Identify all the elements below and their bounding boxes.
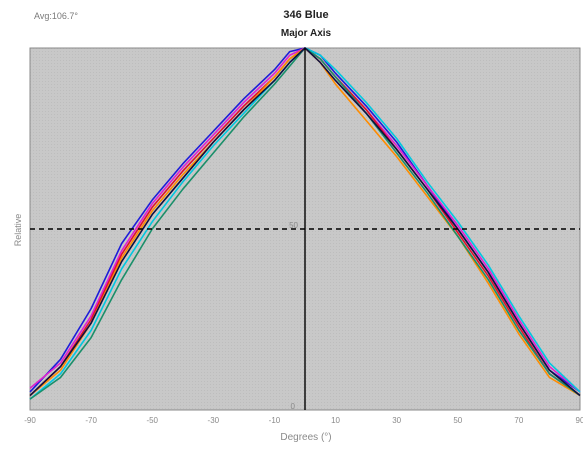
y-zero-label: 0 [291,402,296,411]
average-label: Avg:106.7° [34,11,78,21]
x-tick-label: -30 [208,416,220,425]
chart-subtitle: Major Axis [280,28,332,39]
x-tick-label: -70 [85,416,97,425]
x-tick-label: -90 [24,416,36,425]
x-tick-label: 10 [331,416,340,425]
y-mid-label: 50 [289,221,298,230]
x-axis-label: Degrees (°) [280,432,332,443]
x-tick-label: 90 [576,416,583,425]
x-tick-label: -50 [146,416,158,425]
x-tick-label: 70 [514,416,523,425]
x-tick-label: 50 [453,416,462,425]
x-tick-label: 30 [392,416,401,425]
chart-title: 346 Blue [283,9,329,21]
x-tick-label: -10 [269,416,281,425]
